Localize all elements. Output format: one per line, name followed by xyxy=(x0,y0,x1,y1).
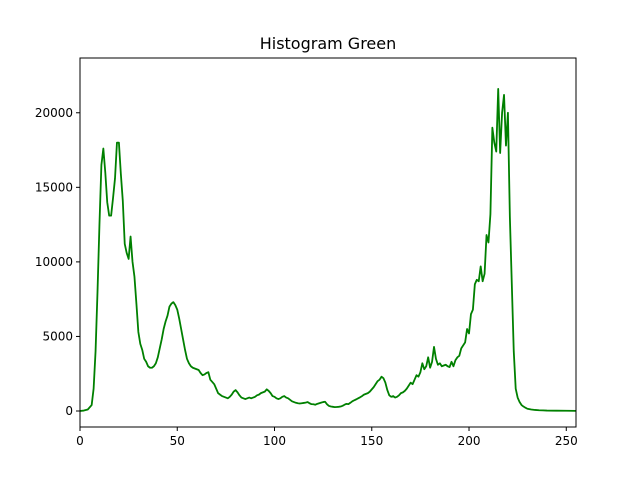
plot-area xyxy=(80,58,576,427)
plot-frame xyxy=(79,57,577,428)
y-tick-label: 10000 xyxy=(35,255,73,269)
x-tick-label: 250 xyxy=(555,434,578,448)
chart-title: Histogram Green xyxy=(260,34,397,53)
y-tick-label: 15000 xyxy=(35,180,73,194)
y-tick-label: 5000 xyxy=(42,329,73,343)
x-tick-label: 150 xyxy=(360,434,383,448)
x-tick-label: 200 xyxy=(458,434,481,448)
data-series-group xyxy=(79,88,577,412)
y-axis: 0 5000 10000 15000 20000 xyxy=(35,106,80,418)
y-tick-label: 20000 xyxy=(35,106,73,120)
series-line-green xyxy=(79,88,577,412)
x-tick-label: 50 xyxy=(170,434,185,448)
x-tick-label: 100 xyxy=(263,434,286,448)
y-tick-label: 0 xyxy=(65,404,73,418)
x-tick-label: 0 xyxy=(76,434,84,448)
x-axis: 0 50 100 150 200 250 xyxy=(76,427,578,448)
